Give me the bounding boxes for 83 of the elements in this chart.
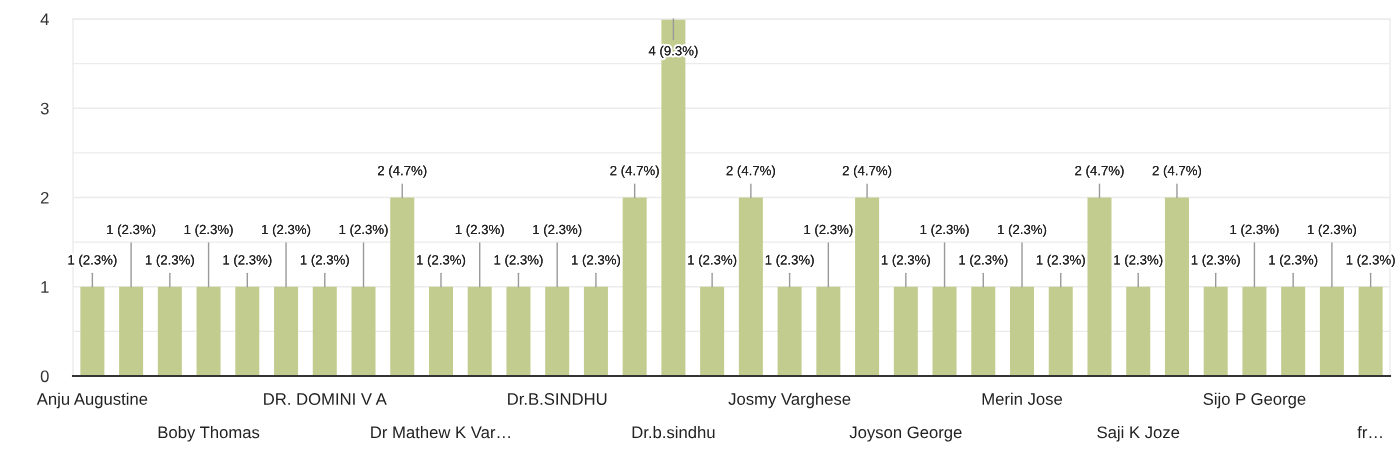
bar <box>1087 197 1112 376</box>
bar <box>312 286 337 376</box>
bar <box>583 286 608 376</box>
data-label: 1 (2.3%) <box>68 254 117 268</box>
data-label: 1 (2.3%) <box>1346 254 1395 268</box>
data-label: 1 (2.3%) <box>1307 224 1357 237</box>
data-label: 1 (2.3%) <box>455 224 504 237</box>
data-label: 1 (2.3%) <box>494 254 543 268</box>
data-label: 1 (2.3%) <box>881 254 930 268</box>
x-tick-label: Josmy Varghese <box>728 392 851 409</box>
data-label: 1 (2.3%) <box>300 254 349 268</box>
y-tick-label: 3 <box>40 102 49 115</box>
x-tick-label: Dr.B.SINDHU <box>508 393 607 405</box>
bar <box>467 286 492 376</box>
data-label: 1 (2.3%) <box>1269 254 1318 268</box>
bar <box>893 286 918 376</box>
bar <box>1048 286 1073 376</box>
bar <box>351 286 376 376</box>
data-label: 1 (2.3%) <box>1036 254 1085 268</box>
bar <box>1281 286 1306 376</box>
x-tick-label: Merin Jose <box>982 392 1063 405</box>
data-label: 1 (2.3%) <box>262 224 311 237</box>
bar <box>80 286 105 376</box>
x-tick-label: Dr.b.sindhu <box>632 426 715 439</box>
data-label: 1 (2.3%) <box>1191 254 1240 268</box>
data-label: 1 (2.3%) <box>145 254 194 268</box>
bar <box>1126 286 1151 376</box>
bar <box>157 286 182 376</box>
data-label: 2 (4.7%) <box>610 165 659 178</box>
bar <box>390 197 415 376</box>
data-label: 1 (2.3%) <box>184 224 233 237</box>
y-tick-label: 2 <box>40 191 49 204</box>
data-label: 1 (2.3%) <box>959 254 1008 268</box>
bar <box>1010 286 1035 376</box>
data-label: 2 (4.7%) <box>1152 165 1202 178</box>
bar <box>700 286 725 376</box>
data-label: 2 (4.7%) <box>726 165 775 178</box>
data-label: 1 (2.3%) <box>1114 254 1163 268</box>
bar <box>274 286 299 376</box>
data-label: 1 (2.3%) <box>688 254 737 268</box>
x-tick-label: Dr Mathew K Var… <box>371 426 510 439</box>
bar <box>1203 286 1228 376</box>
data-label: 1 (2.3%) <box>107 224 156 237</box>
data-label: 1 (2.3%) <box>804 224 853 237</box>
y-tick-label: 4 <box>40 13 49 26</box>
x-tick-label: Boby Thomas <box>158 426 260 442</box>
x-tick-label: Joyson George <box>849 426 962 442</box>
y-tick-label: 1 <box>41 281 49 293</box>
data-label: 1 (2.3%) <box>765 254 814 268</box>
bar <box>428 286 453 376</box>
bar <box>738 197 763 376</box>
bar <box>506 286 531 376</box>
data-label: 1 (2.3%) <box>998 224 1047 237</box>
data-label: 1 (2.3%) <box>417 254 466 268</box>
x-tick-label: Saji K Joze <box>1097 426 1180 442</box>
bar <box>971 286 996 376</box>
data-label: 1 (2.3%) <box>533 224 582 237</box>
x-tick-label: fr… <box>1357 426 1382 439</box>
data-label: 2 (4.7%) <box>377 165 427 178</box>
data-label: 2 (4.7%) <box>842 165 892 178</box>
data-label: 1 (2.3%) <box>223 254 272 268</box>
x-tick-label: DR. DOMINI V A <box>264 393 387 405</box>
data-label: 1 (2.3%) <box>1230 224 1279 237</box>
data-label: 2 (4.7%) <box>1075 165 1124 178</box>
bar <box>816 286 841 376</box>
bar <box>855 197 880 376</box>
bar <box>119 286 144 376</box>
data-label: 1 (2.3%) <box>572 254 621 268</box>
bar <box>235 286 260 376</box>
bar <box>777 286 802 376</box>
x-tick-label: Anju Augustine <box>36 392 148 409</box>
data-label: 1 (2.3%) <box>339 224 388 237</box>
bar <box>545 286 570 376</box>
y-tick-label: 0 <box>40 370 49 383</box>
bar <box>622 197 647 376</box>
bar <box>932 286 957 376</box>
bar <box>1242 286 1267 376</box>
bar <box>1358 286 1383 376</box>
bar <box>196 286 221 376</box>
x-tick-label: Sijo P George <box>1203 392 1306 409</box>
bar <box>1164 197 1189 376</box>
data-label: 1 (2.3%) <box>920 224 969 237</box>
bar <box>1319 286 1344 376</box>
